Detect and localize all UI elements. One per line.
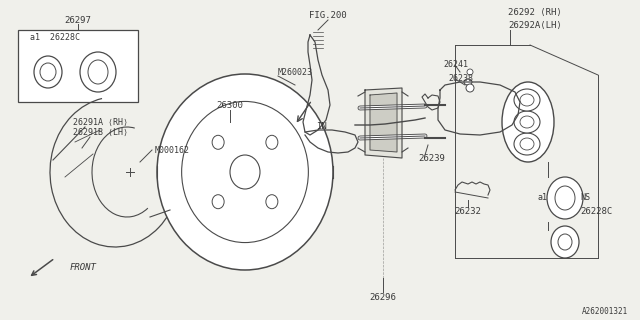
Ellipse shape: [547, 177, 583, 219]
Ellipse shape: [520, 116, 534, 128]
Ellipse shape: [514, 111, 540, 133]
Bar: [18, 30, 138, 102]
Ellipse shape: [466, 84, 474, 92]
Polygon shape: [365, 88, 402, 158]
Ellipse shape: [514, 89, 540, 111]
Ellipse shape: [80, 52, 116, 92]
Ellipse shape: [514, 133, 540, 155]
Text: 26239: 26239: [418, 154, 445, 163]
Text: 26291B ⟨LH⟩: 26291B ⟨LH⟩: [72, 127, 127, 137]
Text: 26228C: 26228C: [580, 207, 612, 217]
Text: M260023: M260023: [278, 68, 313, 76]
Text: FIG.200: FIG.200: [309, 11, 347, 20]
Ellipse shape: [157, 74, 333, 270]
Text: 26232: 26232: [454, 207, 481, 217]
Polygon shape: [370, 93, 397, 152]
Text: 26292A⟨LH⟩: 26292A⟨LH⟩: [508, 20, 562, 29]
Text: a1: a1: [537, 194, 547, 203]
Ellipse shape: [34, 56, 62, 88]
Ellipse shape: [40, 63, 56, 81]
Text: 26241: 26241: [443, 60, 468, 68]
Ellipse shape: [212, 195, 224, 209]
Ellipse shape: [467, 69, 473, 75]
Text: FRONT: FRONT: [70, 263, 97, 273]
Text: NS: NS: [580, 194, 590, 203]
Text: 26296: 26296: [369, 293, 396, 302]
Ellipse shape: [212, 135, 224, 149]
Text: 26300: 26300: [216, 100, 243, 109]
Text: 26291A ⟨RH⟩: 26291A ⟨RH⟩: [72, 117, 127, 126]
Ellipse shape: [88, 60, 108, 84]
Text: IN: IN: [316, 122, 327, 131]
Ellipse shape: [266, 195, 278, 209]
Text: 26238: 26238: [448, 74, 473, 83]
Text: 26297: 26297: [65, 15, 92, 25]
Text: M000162: M000162: [155, 146, 190, 155]
Ellipse shape: [230, 155, 260, 189]
Ellipse shape: [520, 94, 534, 106]
Ellipse shape: [558, 234, 572, 250]
Ellipse shape: [464, 79, 472, 85]
Ellipse shape: [555, 186, 575, 210]
Ellipse shape: [182, 101, 308, 243]
Text: 26292 ⟨RH⟩: 26292 ⟨RH⟩: [508, 7, 562, 17]
Text: a1  26228C: a1 26228C: [30, 33, 80, 42]
Ellipse shape: [520, 138, 534, 150]
Ellipse shape: [266, 135, 278, 149]
Ellipse shape: [551, 226, 579, 258]
Ellipse shape: [502, 82, 554, 162]
Text: A262001321: A262001321: [582, 308, 628, 316]
